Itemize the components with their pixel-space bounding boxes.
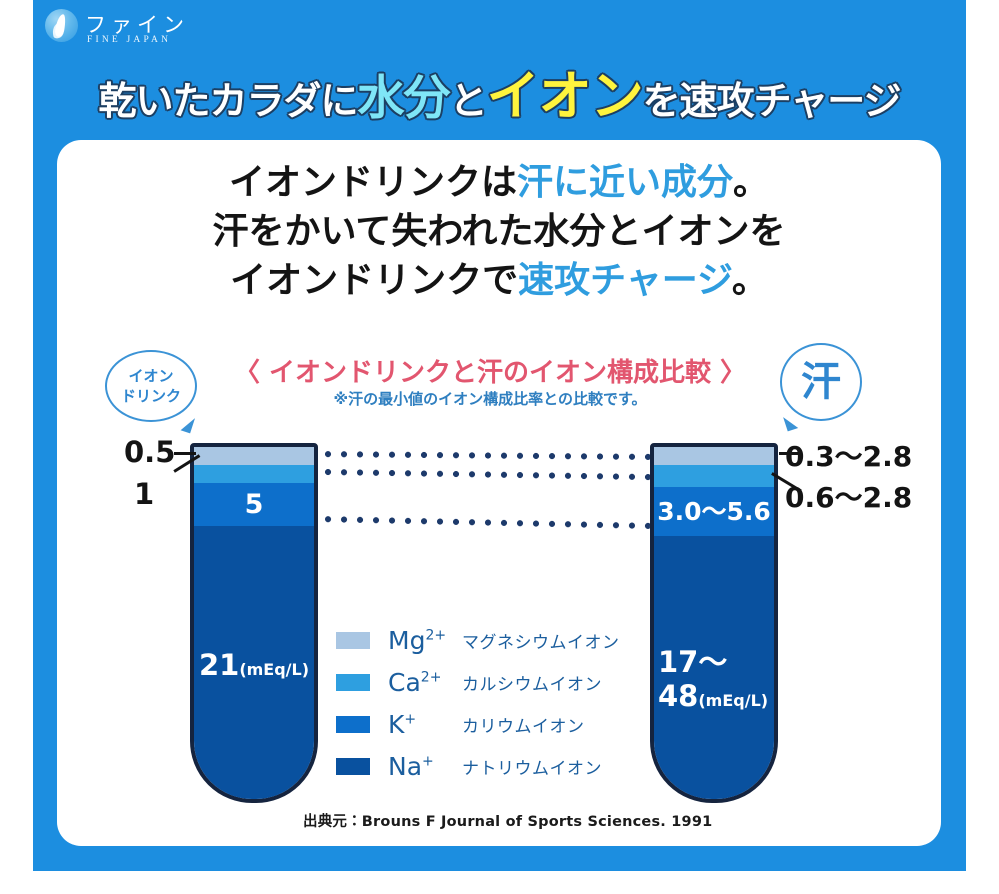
leader-line-mg-left <box>174 452 196 455</box>
legend-swatch-ca-icon <box>336 674 370 691</box>
tube-right-value-k: 3.0〜5.6 <box>657 497 771 526</box>
tube-sweat <box>650 443 778 803</box>
tube-band-ca <box>654 465 774 487</box>
legend-symbol-k-text: K <box>388 710 405 739</box>
tube-band-k <box>654 487 774 536</box>
tube-right-na-line2: 48(mEq/L) <box>658 679 780 718</box>
label-mg-right: 0.3〜2.8 <box>785 440 913 473</box>
lead-line3-accent: 速攻チャージ <box>518 260 732 301</box>
legend-symbol-ca: Ca2+ <box>388 668 462 697</box>
brand-name-en: FINE JAPAN <box>87 35 172 45</box>
tube-band-mg <box>194 447 314 465</box>
leader-line-mg-right <box>779 452 801 455</box>
tube-right-na-line1: 17〜 <box>658 645 728 679</box>
legend-charge-ca: 2+ <box>420 669 442 686</box>
legend: Mg2+ マグネシウムイオン Ca2+ カルシウムイオン K+ カリウムイオン … <box>336 624 620 792</box>
bubble-sweat-label: 汗 <box>801 359 841 405</box>
headline-part-3: と <box>449 78 488 123</box>
legend-name-ca: カルシウムイオン <box>462 675 602 695</box>
bubble-ion-drink-line2: ドリンク <box>120 387 181 405</box>
brand-logo[interactable]: ファイン FINE JAPAN <box>45 7 235 51</box>
headline: 乾いたカラダに水分とイオンを速攻チャージ <box>33 60 966 132</box>
headline-part-water: 水分 <box>357 70 451 126</box>
bubble-ion-drink: イオン ドリンク <box>105 350 197 434</box>
legend-symbol-mg-text: Mg <box>388 626 426 655</box>
tube-band-mg <box>654 447 774 465</box>
legend-item-mg: Mg2+ マグネシウムイオン <box>336 624 620 657</box>
comparison-title: 〈 イオンドリンクと汗のイオン構成比較 〉 <box>233 358 747 388</box>
tube-ion-drink <box>190 443 318 803</box>
legend-symbol-na-text: Na <box>388 752 423 781</box>
tube-band-na <box>194 526 314 799</box>
tube-band-k <box>194 483 314 526</box>
legend-swatch-na-icon <box>336 758 370 775</box>
logo-bar <box>33 0 966 58</box>
lead-paragraph: イオンドリンクは汗に近い成分。 汗をかいて失われた水分とイオンを イオンドリンク… <box>57 158 941 305</box>
legend-name-na: ナトリウムイオン <box>462 759 602 779</box>
legend-symbol-ca-text: Ca <box>388 668 421 697</box>
legend-symbol-k: K+ <box>388 710 462 739</box>
lead-line-2: 汗をかいて失われた水分とイオンを <box>212 211 786 252</box>
bubble-ion-drink-line1: イオン <box>128 367 174 385</box>
tube-left-value-k: 5 <box>244 489 264 520</box>
lead-line1-accent: 汗に近い成分 <box>516 162 733 203</box>
tube-band-na <box>654 536 774 799</box>
legend-name-k: カリウムイオン <box>462 717 585 737</box>
tube-left-na-unit: (mEq/L) <box>239 660 310 679</box>
legend-charge-mg: 2+ <box>425 627 447 644</box>
bubble-sweat: 汗 <box>780 343 862 432</box>
lead-line3-a: イオンドリンクで <box>230 260 519 301</box>
legend-item-k: K+ カリウムイオン <box>336 708 620 741</box>
brand-name-jp: ファイン <box>85 13 189 37</box>
comparison-subtitle: ※汗の最小値のイオン構成比率との比較です。 <box>333 390 647 408</box>
lead-line3-c: 。 <box>731 260 768 301</box>
tube-band-ca <box>194 465 314 483</box>
legend-item-na: Na+ ナトリウムイオン <box>336 750 620 783</box>
tube-left-value-na: 21(mEq/L) <box>186 648 322 682</box>
legend-charge-na: + <box>422 753 434 770</box>
lead-line-3: イオンドリンクで速攻チャージ。 <box>57 256 941 305</box>
legend-symbol-mg: Mg2+ <box>388 626 462 655</box>
legend-symbol-na: Na+ <box>388 752 462 781</box>
legend-item-ca: Ca2+ カルシウムイオン <box>336 666 620 699</box>
tube-left-na-number: 21 <box>198 648 240 682</box>
tube-right-na-unit: (mEq/L) <box>698 691 769 710</box>
lead-line1-a: イオンドリンクは <box>228 162 517 203</box>
lead-line-1: イオンドリンクは汗に近い成分。 <box>57 158 941 207</box>
lead-line1-c: 。 <box>733 162 770 203</box>
legend-charge-k: + <box>404 711 417 728</box>
tube-right-na-number: 48 <box>658 679 699 713</box>
source-citation: 出典元：Brouns F Journal of Sports Sciences.… <box>303 814 713 830</box>
legend-swatch-k-icon <box>336 716 370 733</box>
legend-swatch-mg-icon <box>336 632 370 649</box>
headline-part-5: を速攻チャージ <box>642 78 902 123</box>
label-ca-left: 1 <box>134 477 155 511</box>
label-mg-left: 0.5 <box>124 435 176 469</box>
headline-part-1: 乾いたカラダに <box>98 78 359 123</box>
tube-right-value-na: 17〜 48(mEq/L) <box>648 645 780 718</box>
label-ca-right: 0.6〜2.8 <box>785 481 913 514</box>
fine-japan-circle-logo-icon <box>45 9 78 42</box>
legend-name-mg: マグネシウムイオン <box>462 633 620 653</box>
headline-part-ion: イオン <box>486 65 644 127</box>
